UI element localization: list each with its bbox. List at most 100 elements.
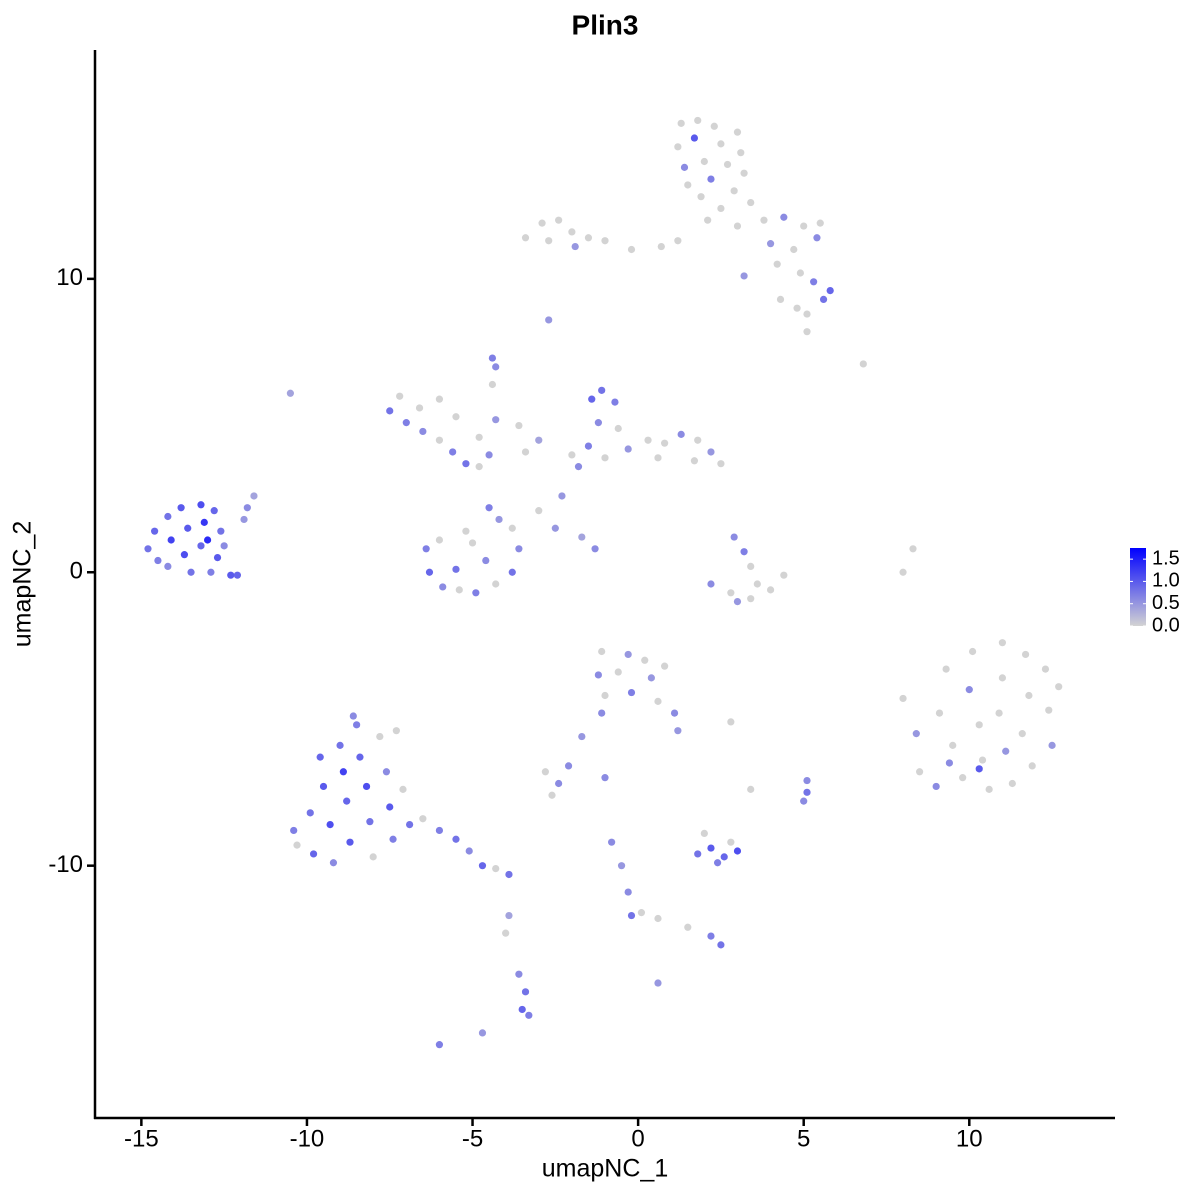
point — [250, 492, 258, 500]
point — [584, 442, 593, 450]
point — [482, 556, 490, 565]
point — [627, 688, 636, 697]
point — [730, 533, 738, 541]
point — [670, 709, 679, 717]
point — [548, 791, 556, 799]
color-bar — [1130, 548, 1146, 626]
point — [399, 785, 407, 793]
point — [654, 979, 662, 987]
point — [959, 774, 967, 782]
point — [505, 911, 513, 920]
point — [389, 835, 397, 843]
point — [588, 395, 596, 403]
point — [505, 870, 513, 879]
point — [661, 662, 669, 670]
point — [942, 665, 950, 673]
point — [376, 732, 384, 741]
point — [1028, 762, 1036, 770]
point — [151, 527, 159, 535]
point — [233, 571, 242, 579]
point — [657, 242, 665, 251]
point — [677, 119, 685, 127]
point — [290, 826, 298, 835]
point — [707, 844, 715, 852]
point — [710, 122, 718, 130]
point — [899, 568, 907, 576]
point — [985, 785, 993, 793]
point — [488, 380, 497, 389]
point — [601, 691, 609, 700]
point — [998, 639, 1007, 647]
point — [508, 524, 516, 532]
point — [515, 545, 523, 553]
point — [816, 219, 824, 227]
point — [515, 970, 523, 978]
point — [492, 416, 500, 424]
point — [647, 674, 655, 682]
point — [598, 386, 606, 394]
point — [790, 245, 798, 254]
point — [415, 404, 424, 412]
point — [859, 360, 867, 368]
point — [465, 847, 473, 855]
point — [945, 759, 954, 767]
point — [144, 545, 152, 553]
point — [747, 595, 755, 603]
point — [435, 826, 444, 835]
point — [435, 536, 444, 544]
point — [419, 815, 427, 823]
point — [574, 463, 583, 471]
point — [386, 407, 394, 415]
point — [598, 709, 606, 717]
point — [780, 571, 788, 579]
point — [435, 395, 444, 403]
point — [336, 741, 344, 749]
legend-label: 0.0 — [1152, 614, 1180, 636]
y-tick-label: 10 — [56, 264, 83, 291]
legend-label: 1.5 — [1152, 547, 1180, 569]
point — [478, 1029, 487, 1037]
point — [485, 451, 493, 459]
point — [717, 460, 725, 468]
point — [773, 260, 781, 268]
point — [353, 721, 361, 729]
point — [386, 803, 394, 811]
point — [492, 865, 500, 873]
point — [680, 163, 689, 171]
point — [713, 859, 722, 867]
point — [425, 568, 434, 576]
point — [243, 504, 251, 512]
point — [654, 914, 662, 923]
point — [747, 785, 755, 793]
point — [694, 850, 702, 858]
point — [309, 850, 318, 858]
point — [803, 310, 811, 318]
point — [455, 586, 463, 594]
point — [591, 545, 599, 553]
point — [326, 820, 334, 829]
point — [611, 398, 619, 406]
point — [965, 686, 973, 694]
point — [154, 556, 162, 565]
point — [578, 732, 586, 741]
point — [555, 779, 563, 788]
point — [935, 709, 944, 717]
point — [617, 862, 626, 870]
point — [793, 304, 801, 312]
point — [475, 463, 483, 471]
y-axis-title: umapNC_2 — [9, 521, 37, 647]
chart-title: Plin3 — [572, 9, 639, 40]
point — [803, 328, 811, 336]
legend-label: 0.5 — [1152, 592, 1180, 614]
point — [541, 768, 549, 776]
point — [704, 216, 712, 224]
point — [555, 216, 563, 224]
y-tick-label: -10 — [48, 851, 83, 878]
point — [733, 598, 742, 606]
point — [197, 542, 205, 550]
point — [1018, 730, 1026, 738]
point — [760, 216, 768, 224]
x-tick-label: -15 — [124, 1125, 159, 1152]
point — [578, 533, 586, 541]
point — [690, 457, 699, 465]
